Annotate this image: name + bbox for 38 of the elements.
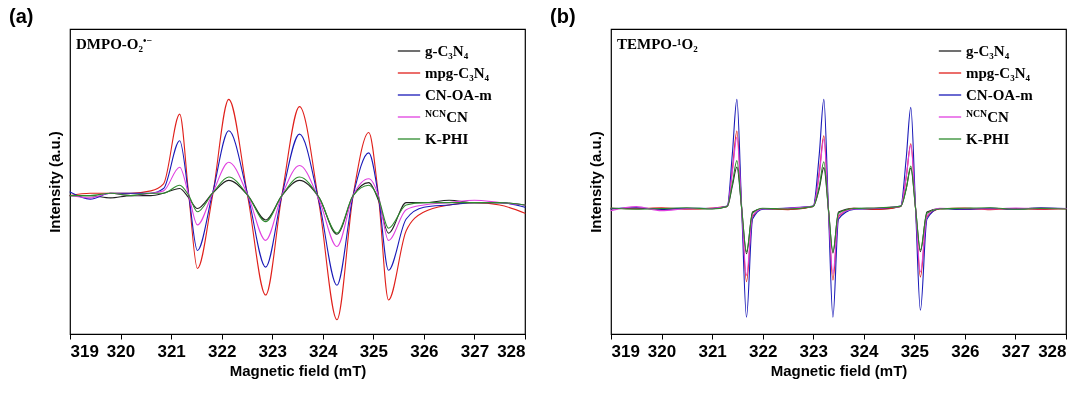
x-tick-label: 326 <box>410 341 439 361</box>
x-tick-label: 319 <box>70 341 99 361</box>
x-tick-label: 322 <box>207 341 237 361</box>
x-axis-title: Magnetic field (mT) <box>229 361 367 379</box>
x-tick-label: 319 <box>611 341 640 361</box>
legend-label: CN-OA-m <box>425 87 493 103</box>
x-tick-label: 320 <box>647 341 677 361</box>
y-axis-title: Intensity (a.u.) <box>45 131 63 233</box>
x-tick-label: 323 <box>258 341 287 361</box>
legend-label: K-PHI <box>425 131 469 147</box>
x-tick-label: 321 <box>157 341 186 361</box>
x-tick-label: 328 <box>497 341 526 361</box>
legend-label: $^{NCN}$CN <box>425 107 468 125</box>
text: TEMPO-¹O₂ <box>617 36 699 52</box>
legend-label: $^{NCN}$CN <box>966 107 1009 125</box>
x-axis-title: Magnetic field (mT) <box>770 361 908 379</box>
chart-title: (b) <box>550 5 576 27</box>
legend-label: g-C₃N₄ <box>966 43 1010 59</box>
legend-label: mpg-C₃N₄ <box>966 65 1031 81</box>
legend-label: mpg-C₃N₄ <box>425 65 490 81</box>
x-tick-label: 324 <box>850 341 879 361</box>
x-tick-label: 322 <box>748 341 778 361</box>
x-tick-label: 327 <box>460 341 490 361</box>
x-tick-label: 321 <box>698 341 727 361</box>
legend-label: CN-OA-m <box>966 87 1034 103</box>
x-tick-label: 328 <box>1038 341 1067 361</box>
x-tick-label: 325 <box>900 341 930 361</box>
x-tick-label: 326 <box>951 341 980 361</box>
legend-label: K-PHI <box>966 131 1010 147</box>
x-tick-label: 327 <box>1001 341 1031 361</box>
text: DMPO-O₂$^{•−}$ <box>76 34 153 52</box>
x-tick-label: 325 <box>359 341 389 361</box>
x-tick-label: 320 <box>106 341 136 361</box>
x-tick-label: 323 <box>799 341 828 361</box>
x-tick-label: 324 <box>309 341 338 361</box>
y-axis-title: Intensity (a.u.) <box>586 131 604 233</box>
legend-label: g-C₃N₄ <box>425 43 469 59</box>
chart-title: (a) <box>9 5 34 27</box>
